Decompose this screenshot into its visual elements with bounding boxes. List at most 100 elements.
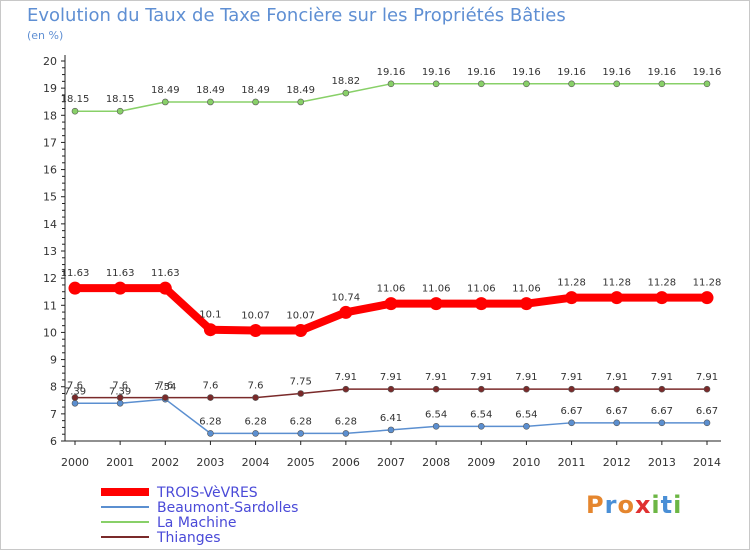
legend-label-la-machine: La Machine xyxy=(157,515,236,531)
y-tick-label: 19 xyxy=(43,82,57,95)
data-label-thianges: 7.6 xyxy=(248,381,264,392)
data-label-beaumont-sardolles: 6.28 xyxy=(335,416,357,427)
data-label-trois-v-vres: 11.06 xyxy=(512,284,541,295)
x-tick-label: 2014 xyxy=(693,456,721,469)
x-tick-label: 2006 xyxy=(332,456,360,469)
data-point-la-machine xyxy=(432,80,440,88)
chart-title: Evolution du Taux de Taxe Foncière sur l… xyxy=(27,5,566,26)
x-tick-label: 2005 xyxy=(287,456,315,469)
data-point-trois-v-vres xyxy=(294,324,308,338)
data-label-beaumont-sardolles: 7.39 xyxy=(109,386,131,397)
y-tick-label: 16 xyxy=(43,164,57,177)
data-point-trois-v-vres xyxy=(474,297,488,311)
data-label-thianges: 7.91 xyxy=(380,372,402,383)
y-tick-label: 8 xyxy=(50,381,57,394)
y-tick-label: 10 xyxy=(43,326,57,339)
data-label-thianges: 7.91 xyxy=(515,372,537,383)
data-point-la-machine xyxy=(477,80,485,88)
data-label-la-machine: 18.15 xyxy=(61,94,90,105)
x-tick-label: 2001 xyxy=(106,456,134,469)
data-label-trois-v-vres: 11.28 xyxy=(557,278,586,289)
legend-label-beaumont-sardolles: Beaumont-Sardolles xyxy=(157,500,298,516)
data-point-thianges xyxy=(207,394,214,401)
data-point-trois-v-vres xyxy=(610,291,624,305)
data-point-thianges xyxy=(71,394,79,401)
x-tick-label: 2011 xyxy=(558,456,586,469)
data-label-la-machine: 19.16 xyxy=(377,67,406,78)
data-point-thianges xyxy=(161,394,169,401)
data-label-thianges: 7.91 xyxy=(470,372,492,383)
data-point-beaumont-sardolles xyxy=(207,430,214,437)
data-label-trois-v-vres: 11.28 xyxy=(602,278,631,289)
y-tick-label: 7 xyxy=(50,408,57,421)
data-point-beaumont-sardolles xyxy=(252,430,259,437)
data-point-beaumont-sardolles xyxy=(342,430,350,437)
data-point-trois-v-vres xyxy=(655,291,669,305)
data-label-beaumont-sardolles: 7.54 xyxy=(154,382,176,393)
legend-label-trois-v-vres: TROIS-VèVRES xyxy=(156,485,258,501)
data-label-beaumont-sardolles: 6.54 xyxy=(425,409,447,420)
data-point-trois-v-vres xyxy=(700,291,714,305)
data-label-trois-v-vres: 11.63 xyxy=(151,268,180,279)
data-point-la-machine xyxy=(252,98,259,106)
logo-letter: t xyxy=(660,491,674,519)
data-label-thianges: 7.6 xyxy=(112,381,128,392)
data-point-beaumont-sardolles xyxy=(658,419,666,427)
data-label-beaumont-sardolles: 7.39 xyxy=(64,386,86,397)
data-label-trois-v-vres: 11.28 xyxy=(693,278,722,289)
data-point-trois-v-vres xyxy=(158,281,172,295)
data-point-beaumont-sardolles xyxy=(703,419,711,427)
data-point-trois-v-vres xyxy=(68,281,82,295)
y-tick-label: 12 xyxy=(43,272,57,285)
data-point-trois-v-vres xyxy=(339,305,353,319)
logo-letter: r xyxy=(604,491,618,519)
data-point-la-machine xyxy=(161,98,169,106)
data-point-trois-v-vres xyxy=(565,291,579,305)
data-label-beaumont-sardolles: 6.54 xyxy=(515,409,537,420)
data-point-beaumont-sardolles xyxy=(613,419,621,427)
x-tick-label: 2010 xyxy=(512,456,540,469)
proxiti-logo: Proxiti xyxy=(586,491,682,519)
data-label-beaumont-sardolles: 6.28 xyxy=(244,416,266,427)
data-label-la-machine: 18.82 xyxy=(332,76,361,87)
legend-label-thianges: Thianges xyxy=(156,530,221,546)
x-tick-label: 2000 xyxy=(61,456,89,469)
data-point-la-machine xyxy=(116,107,124,115)
data-point-trois-v-vres xyxy=(203,323,217,337)
data-label-beaumont-sardolles: 6.28 xyxy=(290,416,312,427)
data-label-trois-v-vres: 10.07 xyxy=(241,311,270,322)
data-label-beaumont-sardolles: 6.67 xyxy=(651,406,673,417)
data-label-thianges: 7.91 xyxy=(651,372,673,383)
x-tick-label: 2007 xyxy=(377,456,405,469)
x-tick-label: 2003 xyxy=(196,456,224,469)
data-label-thianges: 7.6 xyxy=(157,381,173,392)
data-label-thianges: 7.6 xyxy=(202,381,218,392)
data-point-beaumont-sardolles xyxy=(387,426,395,434)
x-tick-label: 2002 xyxy=(151,456,179,469)
data-label-trois-v-vres: 10.74 xyxy=(332,292,361,303)
data-label-beaumont-sardolles: 6.54 xyxy=(470,409,492,420)
data-label-trois-v-vres: 11.63 xyxy=(61,268,90,279)
data-point-beaumont-sardolles xyxy=(116,399,124,407)
x-tick-label: 2009 xyxy=(467,456,495,469)
x-tick-label: 2004 xyxy=(242,456,270,469)
data-label-trois-v-vres: 11.06 xyxy=(377,284,406,295)
data-label-beaumont-sardolles: 6.41 xyxy=(380,413,402,424)
data-label-trois-v-vres: 10.07 xyxy=(286,311,315,322)
data-point-thianges xyxy=(252,394,259,401)
data-point-thianges xyxy=(523,385,530,393)
data-point-thianges xyxy=(432,385,440,393)
data-point-trois-v-vres xyxy=(249,324,263,338)
data-point-beaumont-sardolles xyxy=(71,399,79,407)
data-label-la-machine: 18.49 xyxy=(286,85,315,96)
data-point-la-machine xyxy=(387,80,395,88)
data-point-la-machine xyxy=(207,98,214,106)
data-label-la-machine: 19.16 xyxy=(557,67,586,78)
data-point-thianges xyxy=(387,385,395,393)
y-tick-label: 18 xyxy=(43,109,57,122)
y-tick-label: 13 xyxy=(43,245,57,258)
data-label-la-machine: 19.16 xyxy=(602,67,631,78)
data-label-thianges: 7.6 xyxy=(67,381,83,392)
